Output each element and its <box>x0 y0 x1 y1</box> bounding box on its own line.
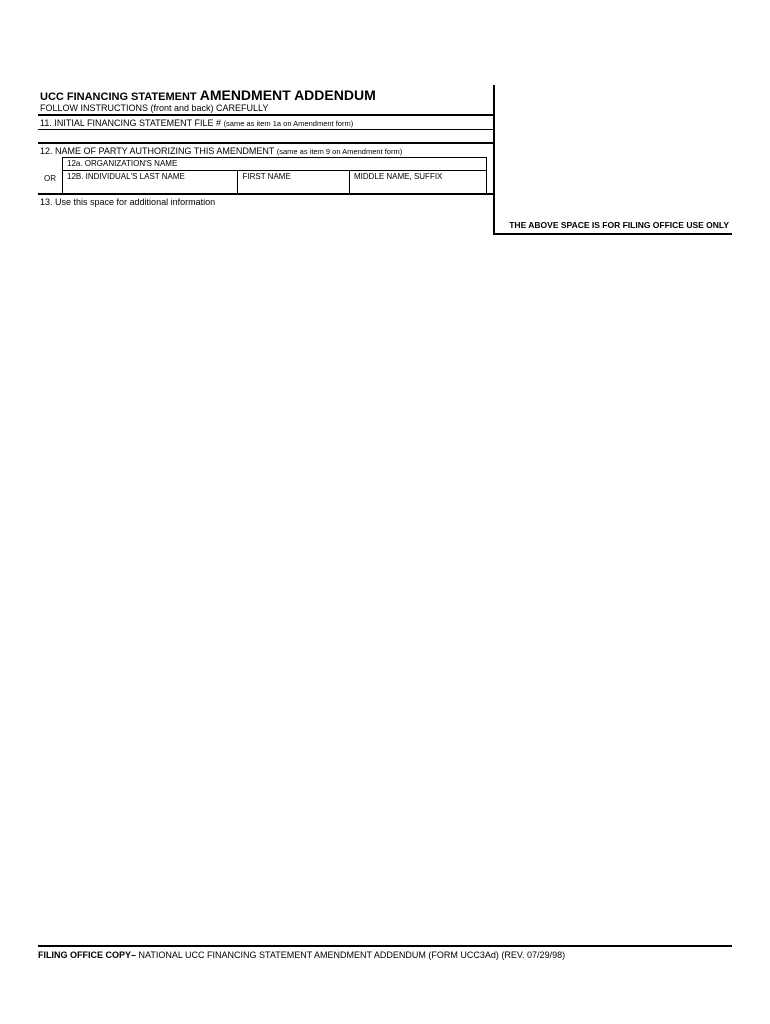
field-12b-first-label: FIRST NAME <box>242 172 290 181</box>
field-11: 11. INITIAL FINANCING STATEMENT FILE # (… <box>38 116 493 130</box>
field-11-note: (same as item 1a on Amendment form) <box>224 119 354 128</box>
title-prefix: UCC FINANCING STATEMENT <box>40 91 197 103</box>
filing-office-box: THE ABOVE SPACE IS FOR FILING OFFICE USE… <box>493 85 732 235</box>
field-12b-last-label: 12B. INDIVIDUAL'S LAST NAME <box>67 172 185 181</box>
field-12-label: 12. NAME OF PARTY AUTHORIZING THIS AMEND… <box>40 146 274 156</box>
filing-office-notice: THE ABOVE SPACE IS FOR FILING OFFICE USE… <box>509 220 729 230</box>
field-11-input-area[interactable] <box>38 130 493 144</box>
field-12b-middle-label: MIDDLE NAME, SUFFIX <box>354 172 442 181</box>
field-12: 12. NAME OF PARTY AUTHORIZING THIS AMEND… <box>38 144 493 157</box>
left-column: UCC FINANCING STATEMENT AMENDMENT ADDEND… <box>38 85 493 235</box>
footer: FILING OFFICE COPY– NATIONAL UCC FINANCI… <box>38 945 732 960</box>
field-12-table: OR 12a. ORGANIZATION'S NAME 12B. INDIVID… <box>38 157 493 195</box>
field-12b-lastname[interactable]: 12B. INDIVIDUAL'S LAST NAME <box>63 171 238 193</box>
or-label: OR <box>38 157 62 193</box>
field-12b-middlename[interactable]: MIDDLE NAME, SUFFIX <box>350 171 486 193</box>
form-title: UCC FINANCING STATEMENT AMENDMENT ADDEND… <box>38 85 493 103</box>
header-row: UCC FINANCING STATEMENT AMENDMENT ADDEND… <box>38 85 732 235</box>
field-12a-label: 12a. ORGANIZATION'S NAME <box>67 159 177 168</box>
field-13: 13. Use this space for additional inform… <box>38 195 493 208</box>
field-12-note: (same as item 9 on Amendment form) <box>277 147 402 156</box>
field-12b-row: 12B. INDIVIDUAL'S LAST NAME FIRST NAME M… <box>62 171 487 193</box>
form-page: UCC FINANCING STATEMENT AMENDMENT ADDEND… <box>38 85 732 235</box>
title-main: AMENDMENT ADDENDUM <box>200 87 376 103</box>
field-12a[interactable]: 12a. ORGANIZATION'S NAME <box>62 157 487 171</box>
field-11-label: 11. INITIAL FINANCING STATEMENT FILE # <box>40 118 221 128</box>
footer-rest: NATIONAL UCC FINANCING STATEMENT AMENDME… <box>136 950 565 960</box>
name-cells: 12a. ORGANIZATION'S NAME 12B. INDIVIDUAL… <box>62 157 487 193</box>
footer-bold: FILING OFFICE COPY– <box>38 950 136 960</box>
instructions-line: FOLLOW INSTRUCTIONS (front and back) CAR… <box>38 103 493 116</box>
field-12b-firstname[interactable]: FIRST NAME <box>238 171 349 193</box>
